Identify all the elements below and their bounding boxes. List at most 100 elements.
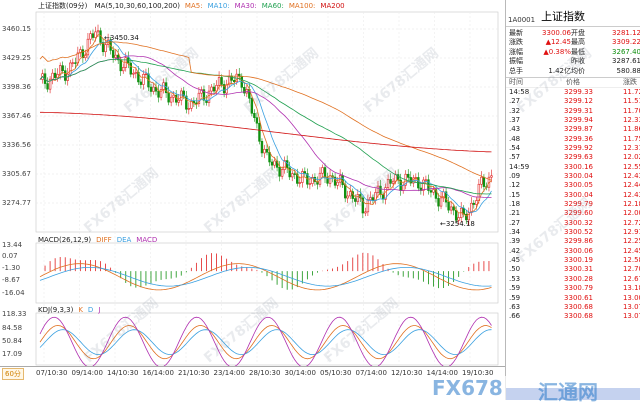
quote-value: ▲12.45 bbox=[545, 38, 571, 47]
legend-item: MACD bbox=[136, 236, 158, 244]
candle-body bbox=[253, 113, 256, 118]
x-axis-label: 14/14:00 bbox=[426, 369, 458, 377]
legend-item: DIFF bbox=[96, 236, 112, 244]
candle-body bbox=[311, 176, 314, 184]
tick-row: .43 3299.87 11.86 bbox=[506, 125, 640, 134]
candle-body bbox=[192, 101, 196, 104]
tick-row: .50 3300.31 12.70 bbox=[506, 265, 640, 274]
tick-row: .21 3299.60 12.00 bbox=[506, 209, 640, 218]
tick-time: .48 bbox=[509, 134, 521, 143]
legend-item: MA60: bbox=[261, 2, 284, 10]
candle-body bbox=[356, 194, 359, 202]
y-axis-label: 3305.67 bbox=[2, 170, 31, 178]
tick-row: .59 3300.61 13.00 bbox=[506, 294, 640, 303]
x-axis: 60分 07/10:30 09/14:00 14/10:30 16/14:00 21/1… bbox=[0, 366, 505, 381]
x-axis-label: 14/10:30 bbox=[107, 369, 139, 377]
y-axis-label: 3429.25 bbox=[2, 54, 31, 62]
candle-body bbox=[296, 173, 299, 184]
candle-body bbox=[482, 176, 486, 187]
candle-body bbox=[116, 54, 120, 61]
tick-change: 13.07 bbox=[622, 302, 640, 311]
ma60-line bbox=[39, 58, 492, 195]
y-axis-label: 118.33 bbox=[2, 310, 27, 318]
quote-value: 580.88 bbox=[616, 66, 640, 75]
quote-label: 开盘 bbox=[571, 29, 585, 37]
tick-price: 3299.86 bbox=[564, 237, 593, 246]
candle-body bbox=[293, 173, 296, 175]
candle-body bbox=[167, 92, 170, 103]
candle-body bbox=[202, 89, 206, 101]
candle-body bbox=[283, 160, 286, 170]
x-axis-label: 09/14:00 bbox=[71, 369, 103, 377]
candle-body bbox=[149, 86, 153, 92]
brand-watermark-fx: FX678 bbox=[432, 376, 503, 400]
stock-code: 1A0001 bbox=[508, 16, 536, 24]
tick-row: .59 3300.79 13.18 bbox=[506, 284, 640, 293]
tick-price: 3299.33 bbox=[564, 87, 593, 96]
tick-time: 14:59 bbox=[509, 162, 530, 171]
candle-body bbox=[477, 183, 481, 201]
tick-list[interactable]: 14:58 3299.33 11.72 .27 3299.12 11.51 .32 3299.… bbox=[506, 88, 640, 322]
y-axis-label: 17.09 bbox=[2, 350, 23, 358]
tick-price: 3299.60 bbox=[564, 209, 593, 218]
candle-body bbox=[152, 86, 155, 92]
chart-area[interactable]: ←3450.34 ←3254.18 上证指数(09分) MA(5,10,30,60… bbox=[0, 0, 506, 400]
candle-body bbox=[255, 117, 259, 124]
candle-body bbox=[222, 84, 226, 94]
tick-time: .34 bbox=[509, 228, 521, 237]
candle-body bbox=[454, 209, 458, 221]
tick-price: 3300.04 bbox=[564, 190, 593, 199]
candle-body bbox=[187, 108, 191, 110]
period-button[interactable]: 60分 bbox=[2, 368, 24, 380]
tick-change: 12.18 bbox=[622, 200, 640, 209]
quote-label: 最高 bbox=[571, 38, 585, 47]
tick-time: .63 bbox=[509, 302, 521, 311]
candle-body bbox=[278, 167, 281, 177]
tick-row: .27 3299.12 11.51 bbox=[506, 97, 640, 106]
stock-name: 上证指数 bbox=[541, 10, 586, 23]
candle-body bbox=[94, 31, 97, 38]
candle-body bbox=[437, 198, 440, 207]
panel-header: 1A0001 上证指数 bbox=[506, 0, 640, 27]
quote-label: 涨幅 bbox=[509, 47, 523, 56]
candle-body bbox=[343, 184, 347, 199]
tick-change: 12.67 bbox=[622, 274, 640, 283]
candle-body bbox=[233, 80, 236, 83]
main-panel-frame bbox=[35, 11, 499, 233]
candle-body bbox=[56, 74, 59, 78]
ma5-line bbox=[39, 34, 492, 217]
tick-price: 3299.87 bbox=[564, 125, 593, 134]
x-axis-label: 12/10:30 bbox=[391, 369, 423, 377]
candle-body bbox=[268, 151, 271, 163]
tick-price: 3299.79 bbox=[564, 200, 593, 209]
candle-body bbox=[260, 140, 264, 154]
y-axis-label: 0.07 bbox=[2, 252, 18, 260]
brand-watermark-cn: 汇通网 bbox=[538, 380, 598, 404]
candle-body bbox=[172, 94, 175, 98]
candle-body bbox=[263, 148, 266, 154]
candle-body bbox=[230, 75, 233, 81]
candle-body bbox=[273, 160, 276, 166]
candle-body bbox=[475, 200, 478, 205]
candle-body bbox=[349, 191, 352, 197]
quote-label: 振幅 bbox=[509, 57, 523, 66]
macd-legend: MACD(26,12,9) DIFF DEA MACD bbox=[38, 235, 167, 245]
tick-price: 3299.31 bbox=[564, 106, 593, 115]
tick-change: 12.31 bbox=[622, 144, 640, 153]
legend-item: MA5: bbox=[184, 2, 203, 10]
candle-body bbox=[429, 190, 433, 193]
x-axis-label: 05/10:30 bbox=[320, 369, 352, 377]
legend-item: MACD(26,12,9) bbox=[38, 236, 92, 244]
tick-change: 11.51 bbox=[622, 97, 640, 106]
tick-price: 3300.28 bbox=[564, 274, 593, 283]
candle-body bbox=[258, 122, 261, 142]
candle-body bbox=[407, 173, 410, 178]
legend-item: D bbox=[87, 306, 94, 314]
candle-body bbox=[180, 90, 183, 101]
tick-price: 3300.04 bbox=[564, 172, 593, 181]
quote-value: 3309.22 bbox=[612, 38, 640, 47]
candle-body bbox=[154, 86, 158, 92]
candle-body bbox=[122, 67, 125, 72]
tick-row: .12 3300.05 12.44 bbox=[506, 181, 640, 190]
